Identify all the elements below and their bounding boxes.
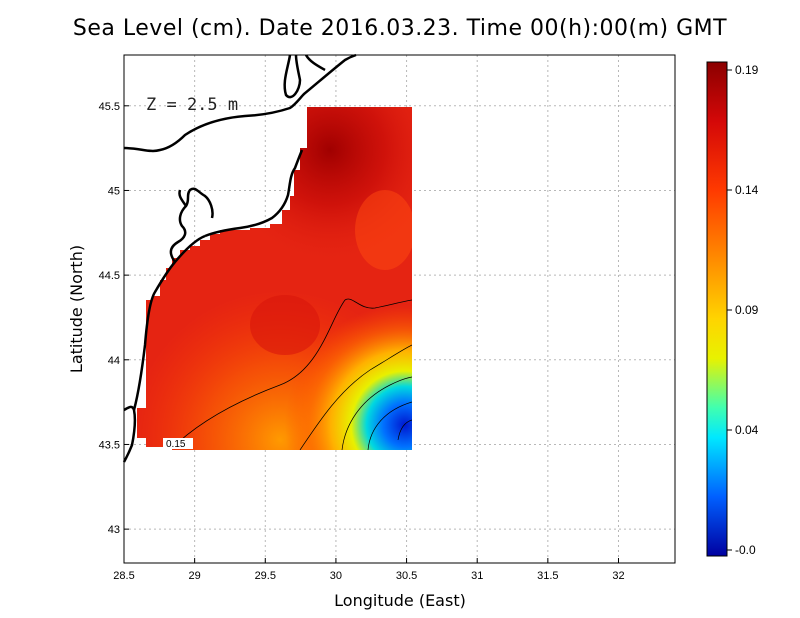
colorbar-tick-label: -0.0	[735, 543, 756, 557]
map-title: Sea Level (cm). Date 2016.03.23. Time 00…	[72, 16, 728, 41]
x-tick-label: 29	[189, 570, 201, 582]
y-tick-label: 44.5	[99, 270, 120, 282]
x-tick-label: 28.5	[113, 570, 134, 582]
colorbar-tick-label: 0.19	[735, 63, 759, 77]
x-tick-label: 30.5	[396, 570, 417, 582]
contour-line-0-15	[169, 298, 412, 450]
contour-line	[299, 344, 412, 450]
contour-line	[367, 401, 412, 450]
x-tick-label: 32	[612, 570, 624, 582]
y-axis-label: Latitude (North)	[67, 245, 86, 373]
colorbar-tick-label: 0.04	[735, 423, 759, 437]
x-axis-label: Longitude (East)	[334, 591, 466, 610]
depth-annotation: Z = 2.5 m	[146, 95, 238, 115]
x-tick-label: 31	[471, 570, 483, 582]
x-tick-label: 29.5	[255, 570, 276, 582]
contour-label: 0.15	[166, 439, 186, 450]
x-axis-ticks: 28.5 29 29.5 30 30.5 31 31.5 32	[113, 558, 625, 582]
contour-label-bg	[163, 438, 193, 449]
colorbar-tick-label: 0.14	[735, 183, 759, 197]
contour-line	[397, 419, 412, 441]
colorbar-tick-label: 0.09	[735, 303, 759, 317]
plot-border	[123, 54, 676, 564]
y-tick-label: 44	[108, 355, 120, 367]
y-tick-label: 45	[108, 185, 120, 197]
contour-line	[341, 376, 412, 450]
colorbar-ticks: 0.19 0.14 0.09 0.04 -0.0	[727, 63, 759, 557]
y-tick-label: 43	[108, 524, 120, 536]
y-axis-ticks: 43 43.5 44 44.5 45 45.5	[99, 101, 129, 536]
x-tick-label: 31.5	[537, 570, 558, 582]
y-tick-label: 45.5	[99, 101, 120, 113]
coastline	[122, 53, 357, 463]
y-tick-label: 43.5	[99, 439, 120, 451]
colorbar	[706, 61, 728, 557]
x-tick-label: 30	[330, 570, 342, 582]
